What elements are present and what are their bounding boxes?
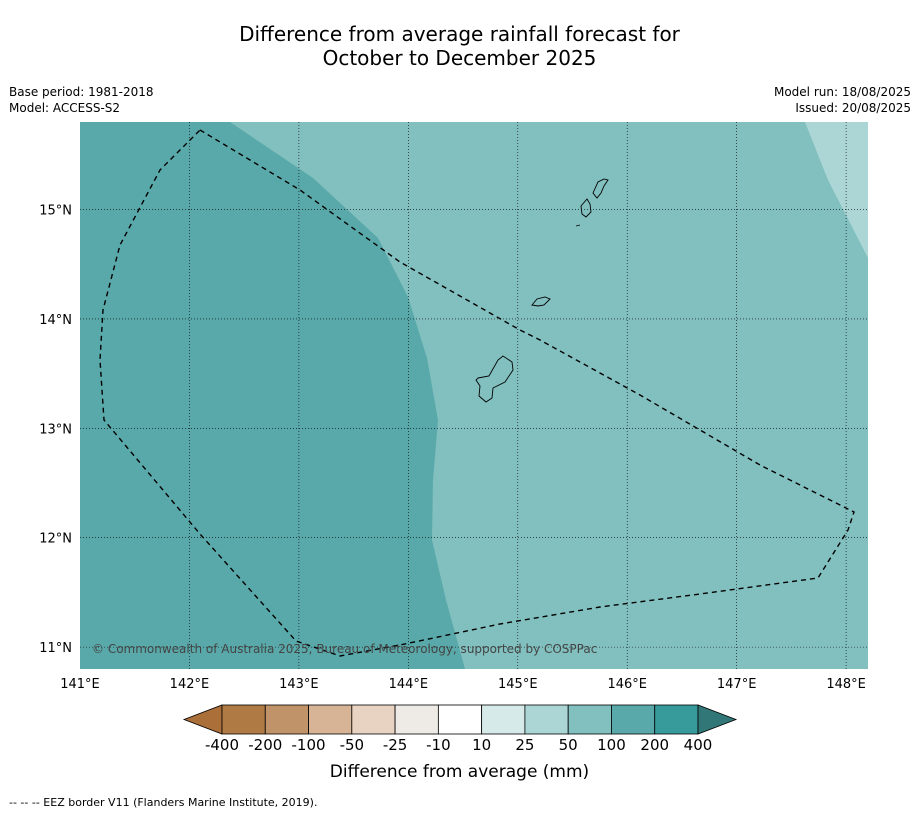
colorbar-tick-label: 25 — [515, 736, 534, 754]
colorbar-segment — [654, 704, 699, 735]
colorbar — [182, 704, 738, 735]
eez-border — [99, 129, 855, 657]
copyright-notice: © Commonwealth of Australia 2025, Bureau… — [92, 642, 597, 656]
model-name: Model: ACCESS-S2 — [9, 101, 121, 115]
colorbar-segment — [437, 704, 483, 735]
colorbar-tick-label: 10 — [472, 736, 491, 754]
longitude-label: 141°E — [60, 677, 100, 692]
longitude-label: 142°E — [170, 677, 210, 692]
colorbar-segment — [567, 704, 612, 735]
eez-legend: -- -- -- EEZ border V11 (Flanders Marine… — [9, 796, 318, 809]
colorbar-title: Difference from average (mm) — [329, 762, 590, 782]
rota-island — [531, 296, 551, 307]
longitude-labels: 141°E 142°E 143°E 144°E 145°E 146°E 147°E 148°E — [60, 677, 866, 692]
chart-title: Difference from average rainfall forecas… — [0, 22, 919, 70]
colorbar-segment — [308, 704, 353, 735]
colorbar-tick-label: -25 — [383, 736, 408, 754]
longitude-label: 147°E — [717, 677, 757, 692]
colorbar-tick-label: -400 — [205, 736, 239, 754]
colorbar-labels: -400 -200 -100 -50 -25 -10 10 25 50 100 200 400 — [205, 736, 712, 754]
islands — [475, 178, 609, 403]
colorbar-extend-low — [182, 704, 223, 735]
anomaly-region-200-400 — [80, 122, 465, 669]
latitude-label: 14°N — [39, 313, 72, 328]
colorbar-extend-high — [697, 704, 738, 735]
colorbar-tick-label: 100 — [597, 736, 626, 754]
longitude-label: 148°E — [826, 677, 866, 692]
model-run: Model run: 18/08/2025 — [773, 85, 911, 99]
latitude-label: 12°N — [39, 532, 72, 547]
colorbar-tick-label: -50 — [340, 736, 365, 754]
latitude-label: 11°N — [39, 641, 72, 656]
colorbar-tick-label: -10 — [426, 736, 451, 754]
longitude-label: 143°E — [279, 677, 319, 692]
title-line-2: October to December 2025 — [322, 46, 597, 70]
colorbar-segment — [394, 704, 439, 735]
colorbar-tick-label: -200 — [248, 736, 282, 754]
tinian-island — [580, 198, 592, 218]
guam-island — [475, 355, 514, 403]
issued-date: Issued: 20/08/2025 — [795, 101, 911, 115]
colorbar-segment — [351, 704, 396, 735]
colorbar-segment — [611, 704, 656, 735]
map-gridlines — [80, 122, 868, 669]
longitude-label: 144°E — [389, 677, 429, 692]
anomaly-region-50-100 — [805, 122, 868, 258]
colorbar-segment — [524, 704, 569, 735]
latitude-label: 13°N — [39, 422, 72, 437]
colorbar-tick-label: 200 — [640, 736, 669, 754]
latitude-label: 15°N — [39, 204, 72, 219]
rainfall-map: © Commonwealth of Australia 2025, Bureau… — [39, 122, 868, 754]
saipan-island — [592, 178, 609, 199]
latitude-labels: 15°N 14°N 13°N 12°N 11°N — [39, 204, 72, 657]
aguijan-island — [575, 224, 581, 227]
colorbar-tick-label: 400 — [684, 736, 713, 754]
base-period: Base period: 1981-2018 — [9, 85, 154, 99]
colorbar-tick-label: -100 — [292, 736, 326, 754]
run-info: Model run: 18/08/2025 Issued: 20/08/2025 — [774, 84, 911, 116]
colorbar-segment — [264, 704, 309, 735]
colorbar-segment — [481, 704, 526, 735]
colorbar-segment — [221, 704, 266, 735]
colorbar-tick-label: 50 — [559, 736, 578, 754]
model-info: Base period: 1981-2018 Model: ACCESS-S2 — [9, 84, 154, 116]
longitude-label: 145°E — [498, 677, 538, 692]
title-line-1: Difference from average rainfall forecas… — [239, 22, 680, 46]
longitude-label: 146°E — [607, 677, 647, 692]
